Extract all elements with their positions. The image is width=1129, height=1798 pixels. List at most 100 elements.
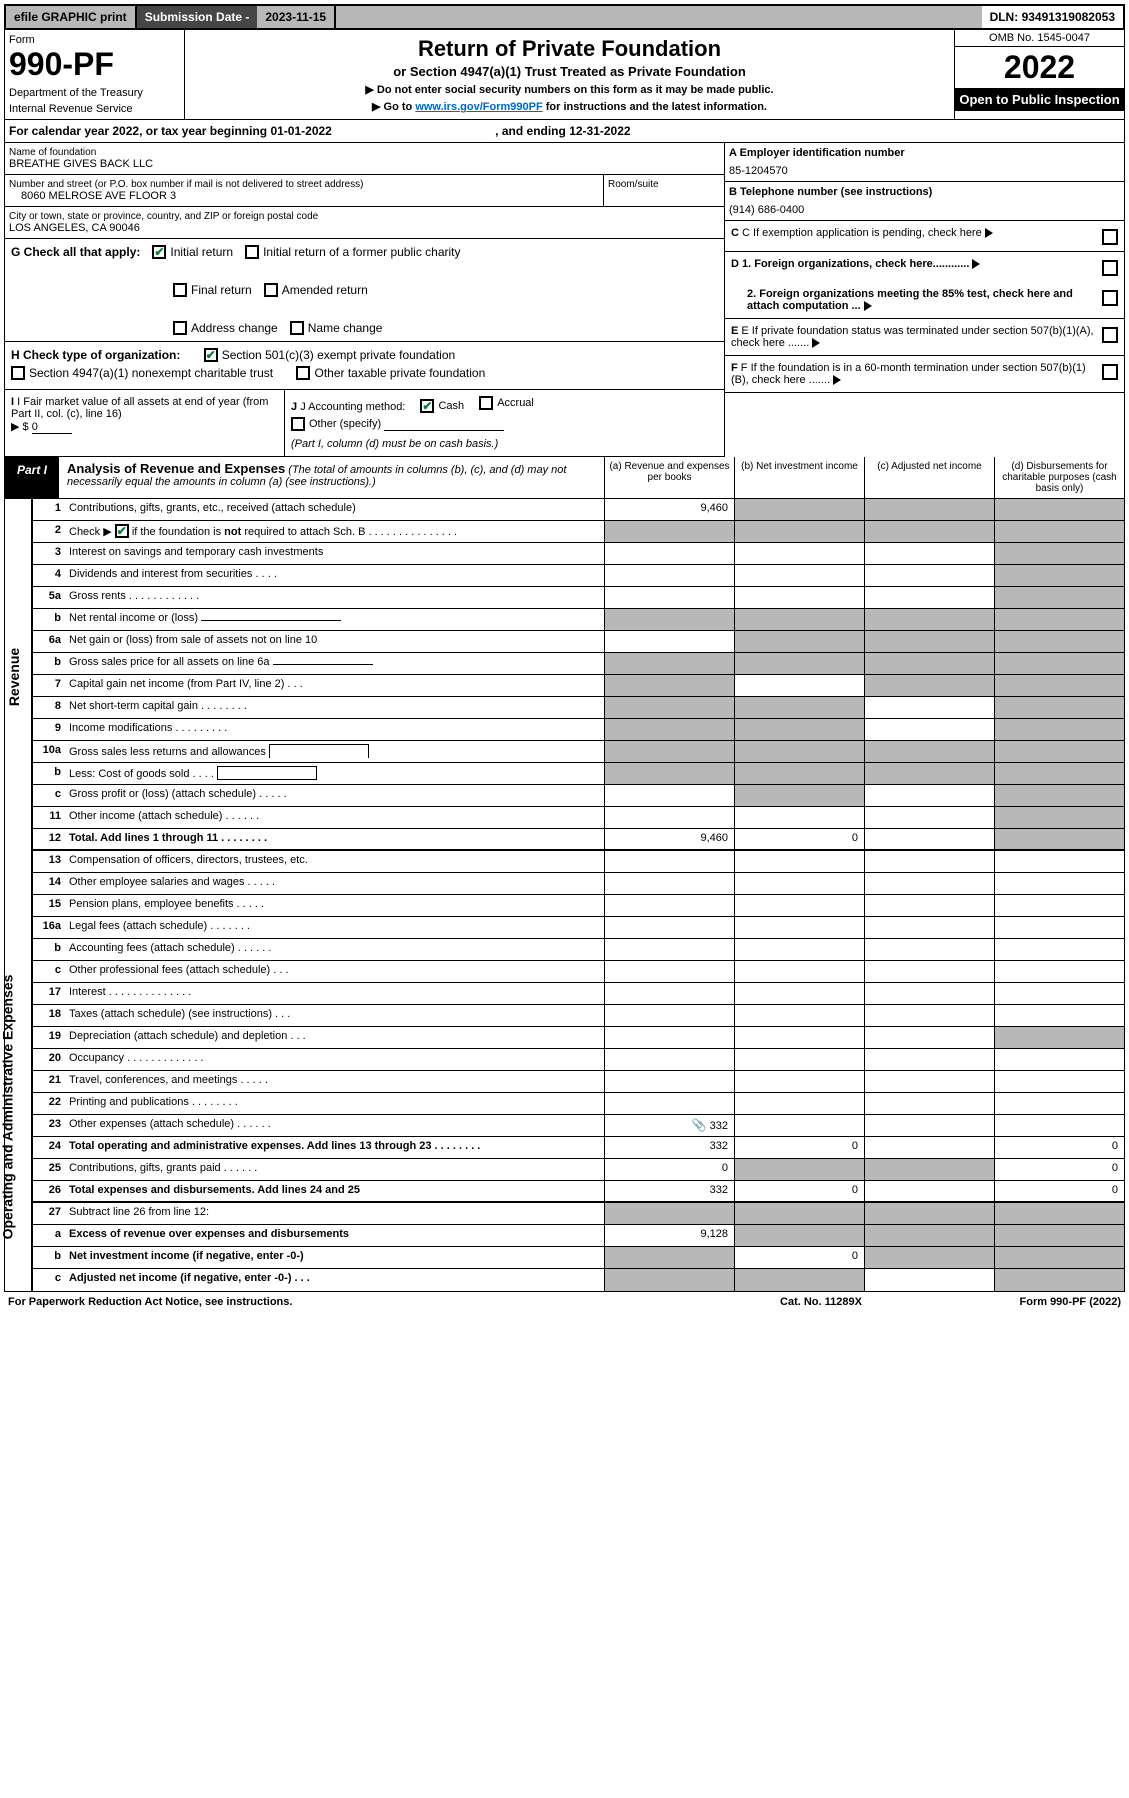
line-23: 23Other expenses (attach schedule) . . .… [33,1115,1124,1137]
line-17: 17Interest . . . . . . . . . . . . . . [33,983,1124,1005]
open-inspection: Open to Public Inspection [955,88,1124,111]
b-label: B Telephone number (see instructions) [729,186,932,198]
ein-value: 85-1204570 [729,165,1120,177]
line-10a: 10aGross sales less returns and allowanc… [33,741,1124,763]
line-5a: 5aGross rents . . . . . . . . . . . . [33,587,1124,609]
checkbox-cash[interactable]: ✔Cash [420,399,464,413]
checkbox-501c3[interactable]: ✔Section 501(c)(3) exempt private founda… [204,348,455,362]
catalog-number: Cat. No. 11289X [721,1296,921,1308]
form-label: Form [9,34,180,46]
ssn-warning: ▶ Do not enter social security numbers o… [191,83,948,96]
section-c: C C If exemption application is pending,… [725,221,1124,252]
line-25: 25Contributions, gifts, grants paid . . … [33,1159,1124,1181]
arrow-icon [812,338,820,348]
expenses-label: Operating and Administrative Expenses [0,975,15,1240]
efile-print-label[interactable]: efile GRAPHIC print [6,6,137,28]
form-subtitle: or Section 4947(a)(1) Trust Treated as P… [191,64,948,79]
checkbox-initial-former[interactable]: Initial return of a former public charit… [245,245,460,259]
line-10c: cGross profit or (loss) (attach schedule… [33,785,1124,807]
line-3: 3Interest on savings and temporary cash … [33,543,1124,565]
address-value: 8060 MELROSE AVE FLOOR 3 [9,190,599,202]
form-number: 990-PF [9,46,180,83]
line-2: 2Check ▶ ✔ if the foundation is not requ… [33,521,1124,543]
arrow-icon [985,228,993,238]
checkbox-address-change[interactable]: Address change [173,321,278,335]
line-14: 14Other employee salaries and wages . . … [33,873,1124,895]
checkbox-accrual[interactable]: Accrual [479,396,534,410]
g-label: G Check all that apply: [11,245,140,259]
line-6a: 6aNet gain or (loss) from sale of assets… [33,631,1124,653]
revenue-label: Revenue [6,648,22,706]
line-6b: bGross sales price for all assets on lin… [33,653,1124,675]
line-27c: cAdjusted net income (if negative, enter… [33,1269,1124,1291]
fmv-value: 0 [32,421,72,434]
line-11: 11Other income (attach schedule) . . . .… [33,807,1124,829]
line-16c: cOther professional fees (attach schedul… [33,961,1124,983]
line-27: 27Subtract line 26 from line 12: [33,1203,1124,1225]
checkbox-initial-return[interactable]: ✔Initial return [152,245,233,259]
line-27b: bNet investment income (if negative, ent… [33,1247,1124,1269]
line-16b: bAccounting fees (attach schedule) . . .… [33,939,1124,961]
room-label: Room/suite [608,179,720,190]
address-label: Number and street (or P.O. box number if… [9,179,599,190]
part1-label: Part I [5,457,59,498]
address-row: Number and street (or P.O. box number if… [5,175,724,207]
part1-title: Analysis of Revenue and Expenses (The to… [59,457,604,498]
form-footer: Form 990-PF (2022) [921,1296,1121,1308]
foundation-name: BREATHE GIVES BACK LLC [9,158,720,170]
line-22: 22Printing and publications . . . . . . … [33,1093,1124,1115]
city-cell: City or town, state or province, country… [5,207,724,239]
line-13: 13Compensation of officers, directors, t… [33,851,1124,873]
section-d1: D 1. Foreign organizations, check here..… [725,252,1124,282]
checkbox-e[interactable] [1102,327,1118,343]
line-24: 24Total operating and administrative exp… [33,1137,1124,1159]
line-7: 7Capital gain net income (from Part IV, … [33,675,1124,697]
col-c-header: (c) Adjusted net income [864,457,994,498]
part1-table: Revenue Operating and Administrative Exp… [4,499,1125,1292]
h-label: H Check type of organization: [11,348,180,362]
line-4: 4Dividends and interest from securities … [33,565,1124,587]
checkbox-name-change[interactable]: Name change [290,321,383,335]
checkbox-other-taxable[interactable]: Other taxable private foundation [296,366,485,380]
tax-year: 2022 [955,47,1124,88]
irs-link[interactable]: www.irs.gov/Form990PF [415,101,542,113]
attachment-icon[interactable]: 📎 [692,1118,707,1132]
ein-cell: A Employer identification number 85-1204… [725,143,1124,182]
submission-date-label: Submission Date - [137,6,258,28]
checkbox-f[interactable] [1102,364,1118,380]
checkbox-d2[interactable] [1102,290,1118,306]
line-18: 18Taxes (attach schedule) (see instructi… [33,1005,1124,1027]
line-10b: bLess: Cost of goods sold . . . . [33,763,1124,785]
section-j: J J Accounting method: ✔Cash Accrual Oth… [285,390,724,456]
foundation-info: Name of foundation BREATHE GIVES BACK LL… [4,143,1125,457]
col-d-header: (d) Disbursements for charitable purpose… [994,457,1124,498]
section-g: G Check all that apply: ✔Initial return … [5,239,724,342]
city-value: LOS ANGELES, CA 90046 [9,222,720,234]
side-labels: Revenue Operating and Administrative Exp… [5,499,33,1291]
line-21: 21Travel, conferences, and meetings . . … [33,1071,1124,1093]
line-27a: aExcess of revenue over expenses and dis… [33,1225,1124,1247]
goto-instruction: ▶ Go to www.irs.gov/Form990PF for instru… [191,100,948,113]
checkbox-other-method[interactable]: Other (specify) [291,417,381,431]
checkbox-final-return[interactable]: Final return [173,283,252,297]
calendar-year-row: For calendar year 2022, or tax year begi… [4,120,1125,143]
telephone-cell: B Telephone number (see instructions) (9… [725,182,1124,221]
line-1: 1Contributions, gifts, grants, etc., rec… [33,499,1124,521]
part1-header: Part I Analysis of Revenue and Expenses … [4,457,1125,499]
col-a-header: (a) Revenue and expenses per books [604,457,734,498]
form-number-block: Form 990-PF Department of the Treasury I… [5,30,185,119]
city-label: City or town, state or province, country… [9,211,720,222]
top-spacer [336,6,981,28]
checkbox-c[interactable] [1102,229,1118,245]
checkbox-4947[interactable]: Section 4947(a)(1) nonexempt charitable … [11,366,273,380]
dln: DLN: 93491319082053 [982,6,1123,28]
room-suite-cell: Room/suite [604,175,724,206]
line-8: 8Net short-term capital gain . . . . . .… [33,697,1124,719]
checkbox-d1[interactable] [1102,260,1118,276]
checkbox-amended-return[interactable]: Amended return [264,283,368,297]
line-16a: 16aLegal fees (attach schedule) . . . . … [33,917,1124,939]
section-d2: 2. Foreign organizations meeting the 85%… [725,282,1124,319]
checkbox-schb[interactable]: ✔ [115,524,129,538]
name-label: Name of foundation [9,147,720,158]
form-header: Form 990-PF Department of the Treasury I… [4,30,1125,120]
